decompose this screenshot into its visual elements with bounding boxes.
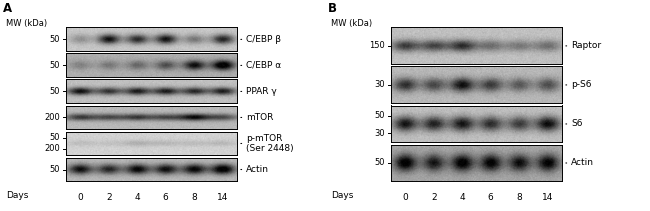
Text: 8: 8 [516, 193, 522, 202]
Text: 0: 0 [402, 193, 408, 202]
Text: 14: 14 [541, 193, 553, 202]
Text: 6: 6 [162, 193, 168, 202]
Text: 4: 4 [135, 193, 140, 202]
Text: 50: 50 [49, 35, 60, 44]
Text: 30: 30 [374, 129, 385, 138]
Text: Actin: Actin [246, 165, 269, 174]
Text: MW (kDa): MW (kDa) [6, 19, 47, 28]
Text: Days: Days [332, 191, 354, 200]
Text: A: A [3, 2, 12, 15]
Text: p-S6: p-S6 [571, 80, 592, 89]
Text: 4: 4 [460, 193, 465, 202]
Text: S6: S6 [571, 119, 582, 128]
Text: MW (kDa): MW (kDa) [332, 19, 372, 28]
Text: p-mTOR
(Ser 2448): p-mTOR (Ser 2448) [246, 134, 294, 153]
Text: 50: 50 [49, 61, 60, 70]
Text: 2: 2 [106, 193, 112, 202]
Text: 6: 6 [488, 193, 493, 202]
Text: Actin: Actin [571, 158, 594, 168]
Text: 30: 30 [374, 80, 385, 89]
Text: 150: 150 [369, 41, 385, 50]
Text: 14: 14 [216, 193, 228, 202]
Text: 50: 50 [49, 87, 60, 96]
Text: 50: 50 [374, 158, 385, 168]
Text: Days: Days [6, 191, 29, 200]
Text: 200: 200 [44, 144, 60, 153]
Text: 50: 50 [49, 165, 60, 174]
Text: C/EBP α: C/EBP α [246, 61, 281, 70]
Text: 0: 0 [77, 193, 83, 202]
Text: 2: 2 [431, 193, 437, 202]
Text: 50: 50 [49, 133, 60, 142]
Text: Raptor: Raptor [571, 41, 601, 50]
Text: PPAR γ: PPAR γ [246, 87, 277, 96]
Text: 50: 50 [374, 111, 385, 120]
Text: 200: 200 [44, 113, 60, 122]
Text: 8: 8 [191, 193, 197, 202]
Text: C/EBP β: C/EBP β [246, 35, 281, 44]
Text: mTOR: mTOR [246, 113, 274, 122]
Text: B: B [328, 2, 337, 15]
